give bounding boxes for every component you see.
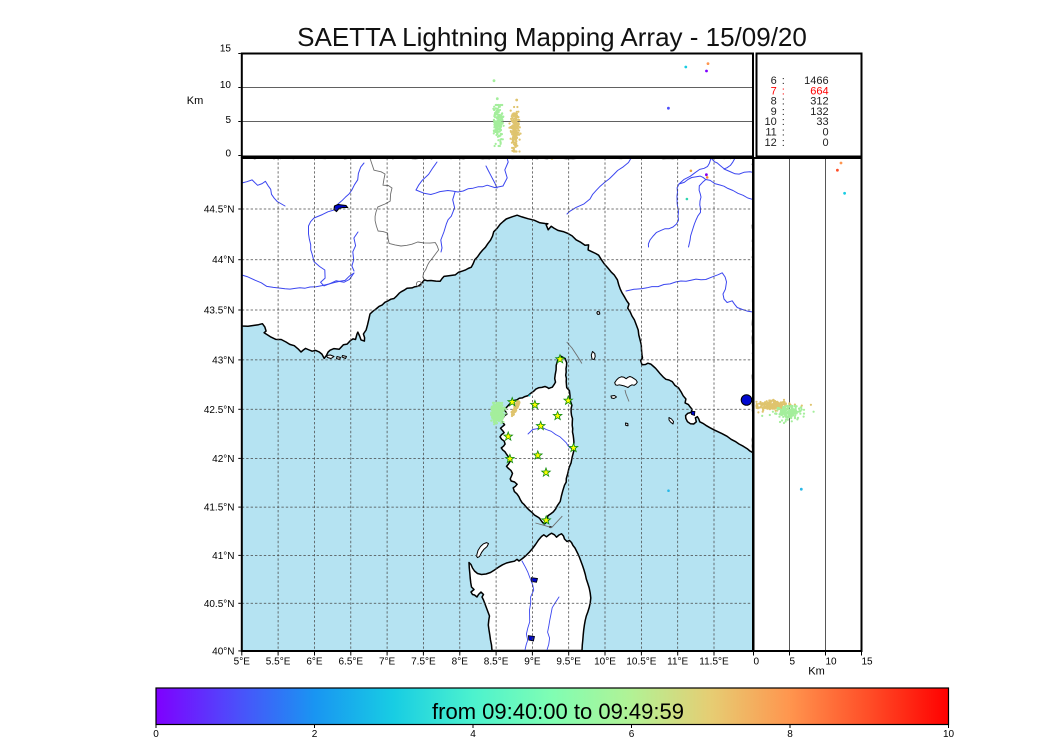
svg-text:44°N: 44°N (212, 255, 234, 266)
svg-text:43.5°N: 43.5°N (204, 306, 235, 317)
svg-text:10.5°E: 10.5°E (626, 657, 656, 668)
svg-text:11.5°E: 11.5°E (699, 657, 729, 668)
svg-text::: : (782, 85, 785, 97)
svg-text:from 09:40:00 to 09:49:59: from 09:40:00 to 09:49:59 (432, 699, 684, 724)
svg-text:0: 0 (153, 729, 159, 740)
svg-text:15: 15 (862, 657, 874, 668)
svg-text:7°E: 7°E (379, 657, 396, 668)
svg-text:Km: Km (187, 95, 204, 107)
svg-text:8°E: 8°E (452, 657, 469, 668)
svg-text:0: 0 (822, 137, 828, 149)
svg-text:44.5°N: 44.5°N (204, 205, 235, 216)
svg-text::: : (782, 116, 785, 128)
svg-text:43°N: 43°N (212, 355, 234, 366)
svg-text:8: 8 (787, 729, 793, 740)
svg-text:7.5°E: 7.5°E (411, 657, 436, 668)
svg-text:5: 5 (225, 115, 231, 126)
svg-text:9: 9 (771, 106, 777, 118)
svg-text:12: 12 (765, 137, 777, 149)
svg-text:6.5°E: 6.5°E (339, 657, 364, 668)
svg-text:42°N: 42°N (212, 454, 234, 465)
svg-text:6: 6 (629, 729, 635, 740)
svg-text:5°E: 5°E (234, 657, 251, 668)
svg-text:10: 10 (220, 80, 232, 91)
svg-text:2: 2 (312, 729, 318, 740)
svg-text:41°N: 41°N (212, 551, 234, 562)
svg-text:10: 10 (826, 657, 838, 668)
svg-text:42.5°N: 42.5°N (204, 405, 235, 416)
svg-text:0: 0 (822, 127, 828, 139)
svg-text:6: 6 (771, 75, 777, 87)
svg-text:15: 15 (220, 44, 232, 55)
svg-text:9.5°E: 9.5°E (556, 657, 581, 668)
svg-text:6°E: 6°E (306, 657, 323, 668)
svg-text:0: 0 (754, 657, 760, 668)
svg-text:8.5°E: 8.5°E (484, 657, 509, 668)
svg-text:10: 10 (943, 729, 955, 740)
svg-text:11: 11 (765, 127, 776, 139)
svg-text:7: 7 (771, 85, 777, 97)
svg-text:5.5°E: 5.5°E (266, 657, 291, 668)
svg-text::: : (782, 75, 785, 87)
svg-text:132: 132 (810, 106, 828, 118)
svg-text:1466: 1466 (804, 75, 828, 87)
svg-text:40.5°N: 40.5°N (204, 599, 235, 610)
svg-text:40°N: 40°N (212, 646, 234, 657)
svg-text:Km: Km (808, 666, 825, 678)
svg-text:41.5°N: 41.5°N (204, 503, 235, 514)
svg-text:0: 0 (225, 149, 231, 160)
svg-text:9°E: 9°E (524, 657, 541, 668)
svg-text:8: 8 (771, 96, 777, 108)
svg-text:5: 5 (790, 657, 796, 668)
svg-text::: : (782, 127, 785, 139)
svg-text::: : (782, 106, 785, 118)
svg-text:11°E: 11°E (667, 657, 688, 668)
svg-text:312: 312 (810, 96, 828, 108)
svg-text:10°E: 10°E (594, 657, 616, 668)
svg-text:4: 4 (470, 729, 476, 740)
svg-text:SAETTA Lightning Mapping Array: SAETTA Lightning Mapping Array - 15/09/2… (297, 22, 807, 52)
svg-text::: : (782, 96, 785, 108)
svg-text:33: 33 (816, 116, 828, 128)
svg-text::: : (782, 137, 785, 149)
svg-text:664: 664 (810, 85, 828, 97)
svg-text:10: 10 (765, 116, 777, 128)
